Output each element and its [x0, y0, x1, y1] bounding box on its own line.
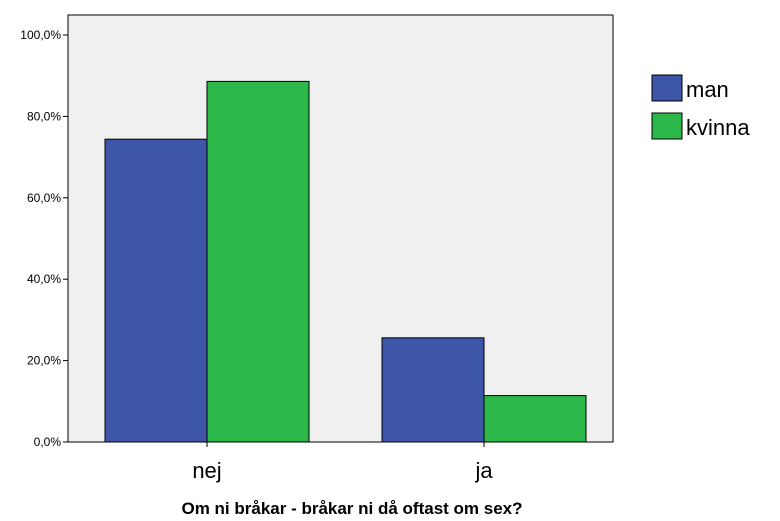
- legend-swatch-kvinna: [651, 112, 683, 140]
- bar-man-ja: [381, 337, 485, 443]
- y-tick-label: 0,0%: [34, 435, 62, 449]
- bar-kvinna-nej: [206, 80, 310, 443]
- y-tick-label: 20,0%: [27, 354, 61, 368]
- bar-man-nej: [104, 138, 208, 443]
- x-tick-label-ja: ja: [474, 458, 493, 483]
- x-axis: nej ja: [192, 442, 493, 483]
- bars: [104, 80, 587, 443]
- y-tick-label: 100,0%: [20, 28, 61, 42]
- y-tick-label: 80,0%: [27, 109, 61, 123]
- legend-label-man: man: [686, 77, 729, 102]
- bar-kvinna-ja: [483, 395, 587, 443]
- x-axis-title: Om ni bråkar - bråkar ni då oftast om se…: [181, 499, 522, 518]
- legend: man kvinna: [651, 74, 750, 140]
- x-tick-label-nej: nej: [192, 458, 221, 483]
- y-tick-label: 60,0%: [27, 191, 61, 205]
- y-tick-label: 40,0%: [27, 272, 61, 286]
- legend-label-kvinna: kvinna: [686, 115, 750, 140]
- y-axis: 0,0% 20,0% 40,0% 60,0% 80,0% 100,0%: [20, 28, 68, 449]
- legend-swatch-man: [651, 74, 683, 102]
